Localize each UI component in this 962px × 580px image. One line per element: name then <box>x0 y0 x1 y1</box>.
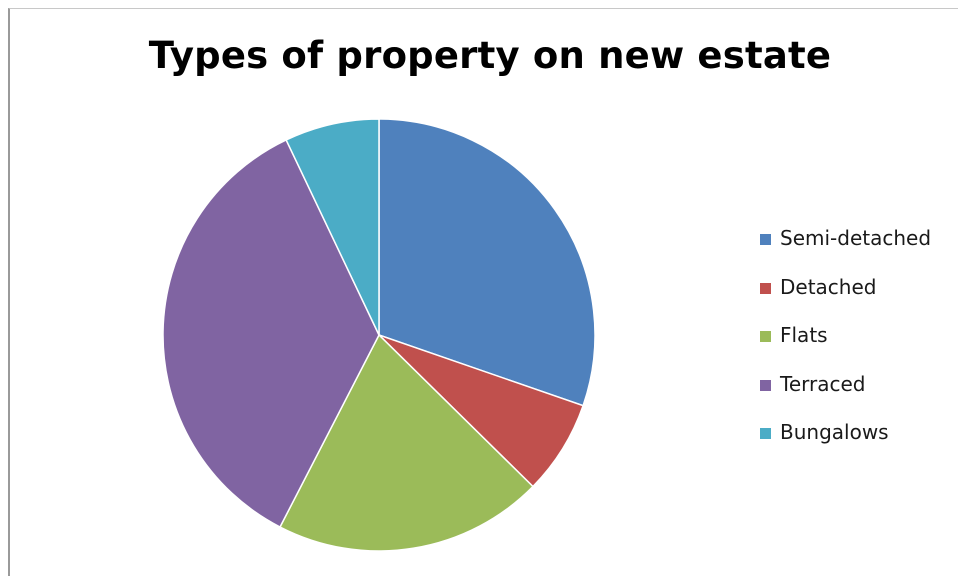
legend-label-terraced: Terraced <box>780 371 866 396</box>
chart-title: Types of property on new estate <box>148 34 832 77</box>
pie-slice-semi-detached <box>378 118 596 407</box>
pie-slice-flats <box>279 333 535 552</box>
legend-swatch-detached <box>760 282 771 294</box>
legend-swatch-terraced <box>760 379 771 391</box>
legend-swatch-flats <box>760 331 771 342</box>
legend-label-bungalows: Bungalows <box>780 420 889 444</box>
legend-swatch-semi-detached <box>760 234 771 245</box>
legend-label-detached: Detached <box>780 274 877 299</box>
pie-slice-terraced <box>162 138 380 529</box>
legend-swatch-bungalows <box>760 428 771 439</box>
legend-label-semi-detached: Semi-detached <box>780 226 932 250</box>
pie-slice-bungalows <box>285 118 380 336</box>
legend-label-flats: Flats <box>780 323 828 347</box>
